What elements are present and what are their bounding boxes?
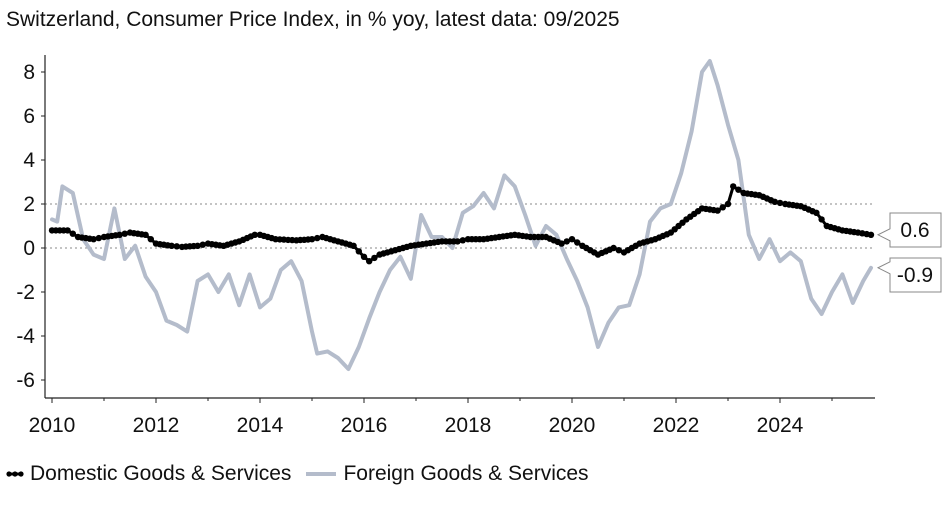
end-label-foreign-box [876,257,942,293]
axes: 8 6 4 2 0 -2 -4 -6 2010 2012 2014 2016 2018 2020 2022 2… [16,55,875,437]
y-tick-label: 4 [23,149,35,172]
legend: Domestic Goods & Services Foreign Goods … [6,462,603,486]
domestic-data-point [558,240,565,247]
end-label-foreign: -0.9 [897,264,933,287]
y-tick-label: 2 [23,193,35,216]
domestic-data-point [459,237,466,244]
x-tick-label: 2022 [653,414,700,437]
domestic-data-point [724,200,732,208]
domestic-data-point [719,204,726,211]
y-tick-label: -2 [16,281,35,304]
domestic-data-point [813,209,820,216]
domestic-data-point [818,216,825,223]
x-tick-label: 2016 [341,414,388,437]
domestic-data-point [142,231,149,238]
chart-title: Switzerland, Consumer Price Index, in % … [6,8,620,31]
domestic-data-point [366,258,373,265]
domestic-data-point [735,186,742,193]
domestic-data-point [454,238,461,245]
end-labels: 0.6 -0.9 [876,212,942,293]
domestic-data-point [121,230,128,237]
domestic-data-point [199,241,206,248]
y-tick-label: -6 [16,369,35,392]
domestic-data-point [95,234,103,242]
legend-label-foreign: Foreign Goods & Services [343,462,589,485]
domestic-data-point [308,236,316,243]
x-tick-label: 2020 [549,414,596,437]
reference-lines [45,203,875,249]
domestic-data-point [730,183,737,190]
x-tick-label: 2024 [757,414,804,437]
legend-item-foreign: Foreign Goods & Services [305,462,589,486]
legend-label-domestic: Domestic Goods & Services [30,462,292,485]
domestic-data-point [314,234,321,242]
domestic-data-point [64,227,71,234]
y-tick-label: 6 [23,105,35,128]
x-tick-label: 2014 [237,414,284,437]
domestic-data-point [90,236,97,243]
domestic-data-point [563,238,570,245]
domestic-data-point [350,242,357,249]
domestic-data-point [168,242,175,249]
x-tick-label: 2012 [133,414,180,437]
y-tick-label: 8 [23,61,35,84]
end-label-domestic-box [876,212,942,248]
domestic-data-point [615,247,622,254]
domestic-data-point [867,231,875,238]
x-tick-label: 2010 [29,414,76,437]
legend-swatch-foreign [306,472,337,476]
domestic-data-point [194,242,201,249]
domestic-data-point [776,199,784,207]
domestic-data-point [714,207,721,214]
series-layer [48,59,875,371]
domestic-data-point [568,236,576,243]
domestic-data-point [360,253,368,260]
domestic-data-point [574,239,581,246]
y-tick-label: -4 [16,325,35,348]
domestic-data-point [251,231,258,238]
y-tick-label: 0 [23,237,35,260]
domestic-data-point [355,248,362,255]
legend-item-domestic: Domestic Goods & Services [6,462,291,486]
x-tick-label: 2018 [445,414,492,437]
domestic-data-point [69,230,77,237]
domestic-data-point [371,254,378,262]
domestic-data-point [173,243,180,250]
domestic-data-point [116,231,123,238]
legend-swatch-domestic [6,471,24,477]
domestic-data-point [147,236,154,243]
foreign-series-line [50,59,873,371]
domestic-data-point [771,198,778,205]
domestic-data-point [610,244,617,252]
end-label-domestic: 0.6 [900,219,929,242]
